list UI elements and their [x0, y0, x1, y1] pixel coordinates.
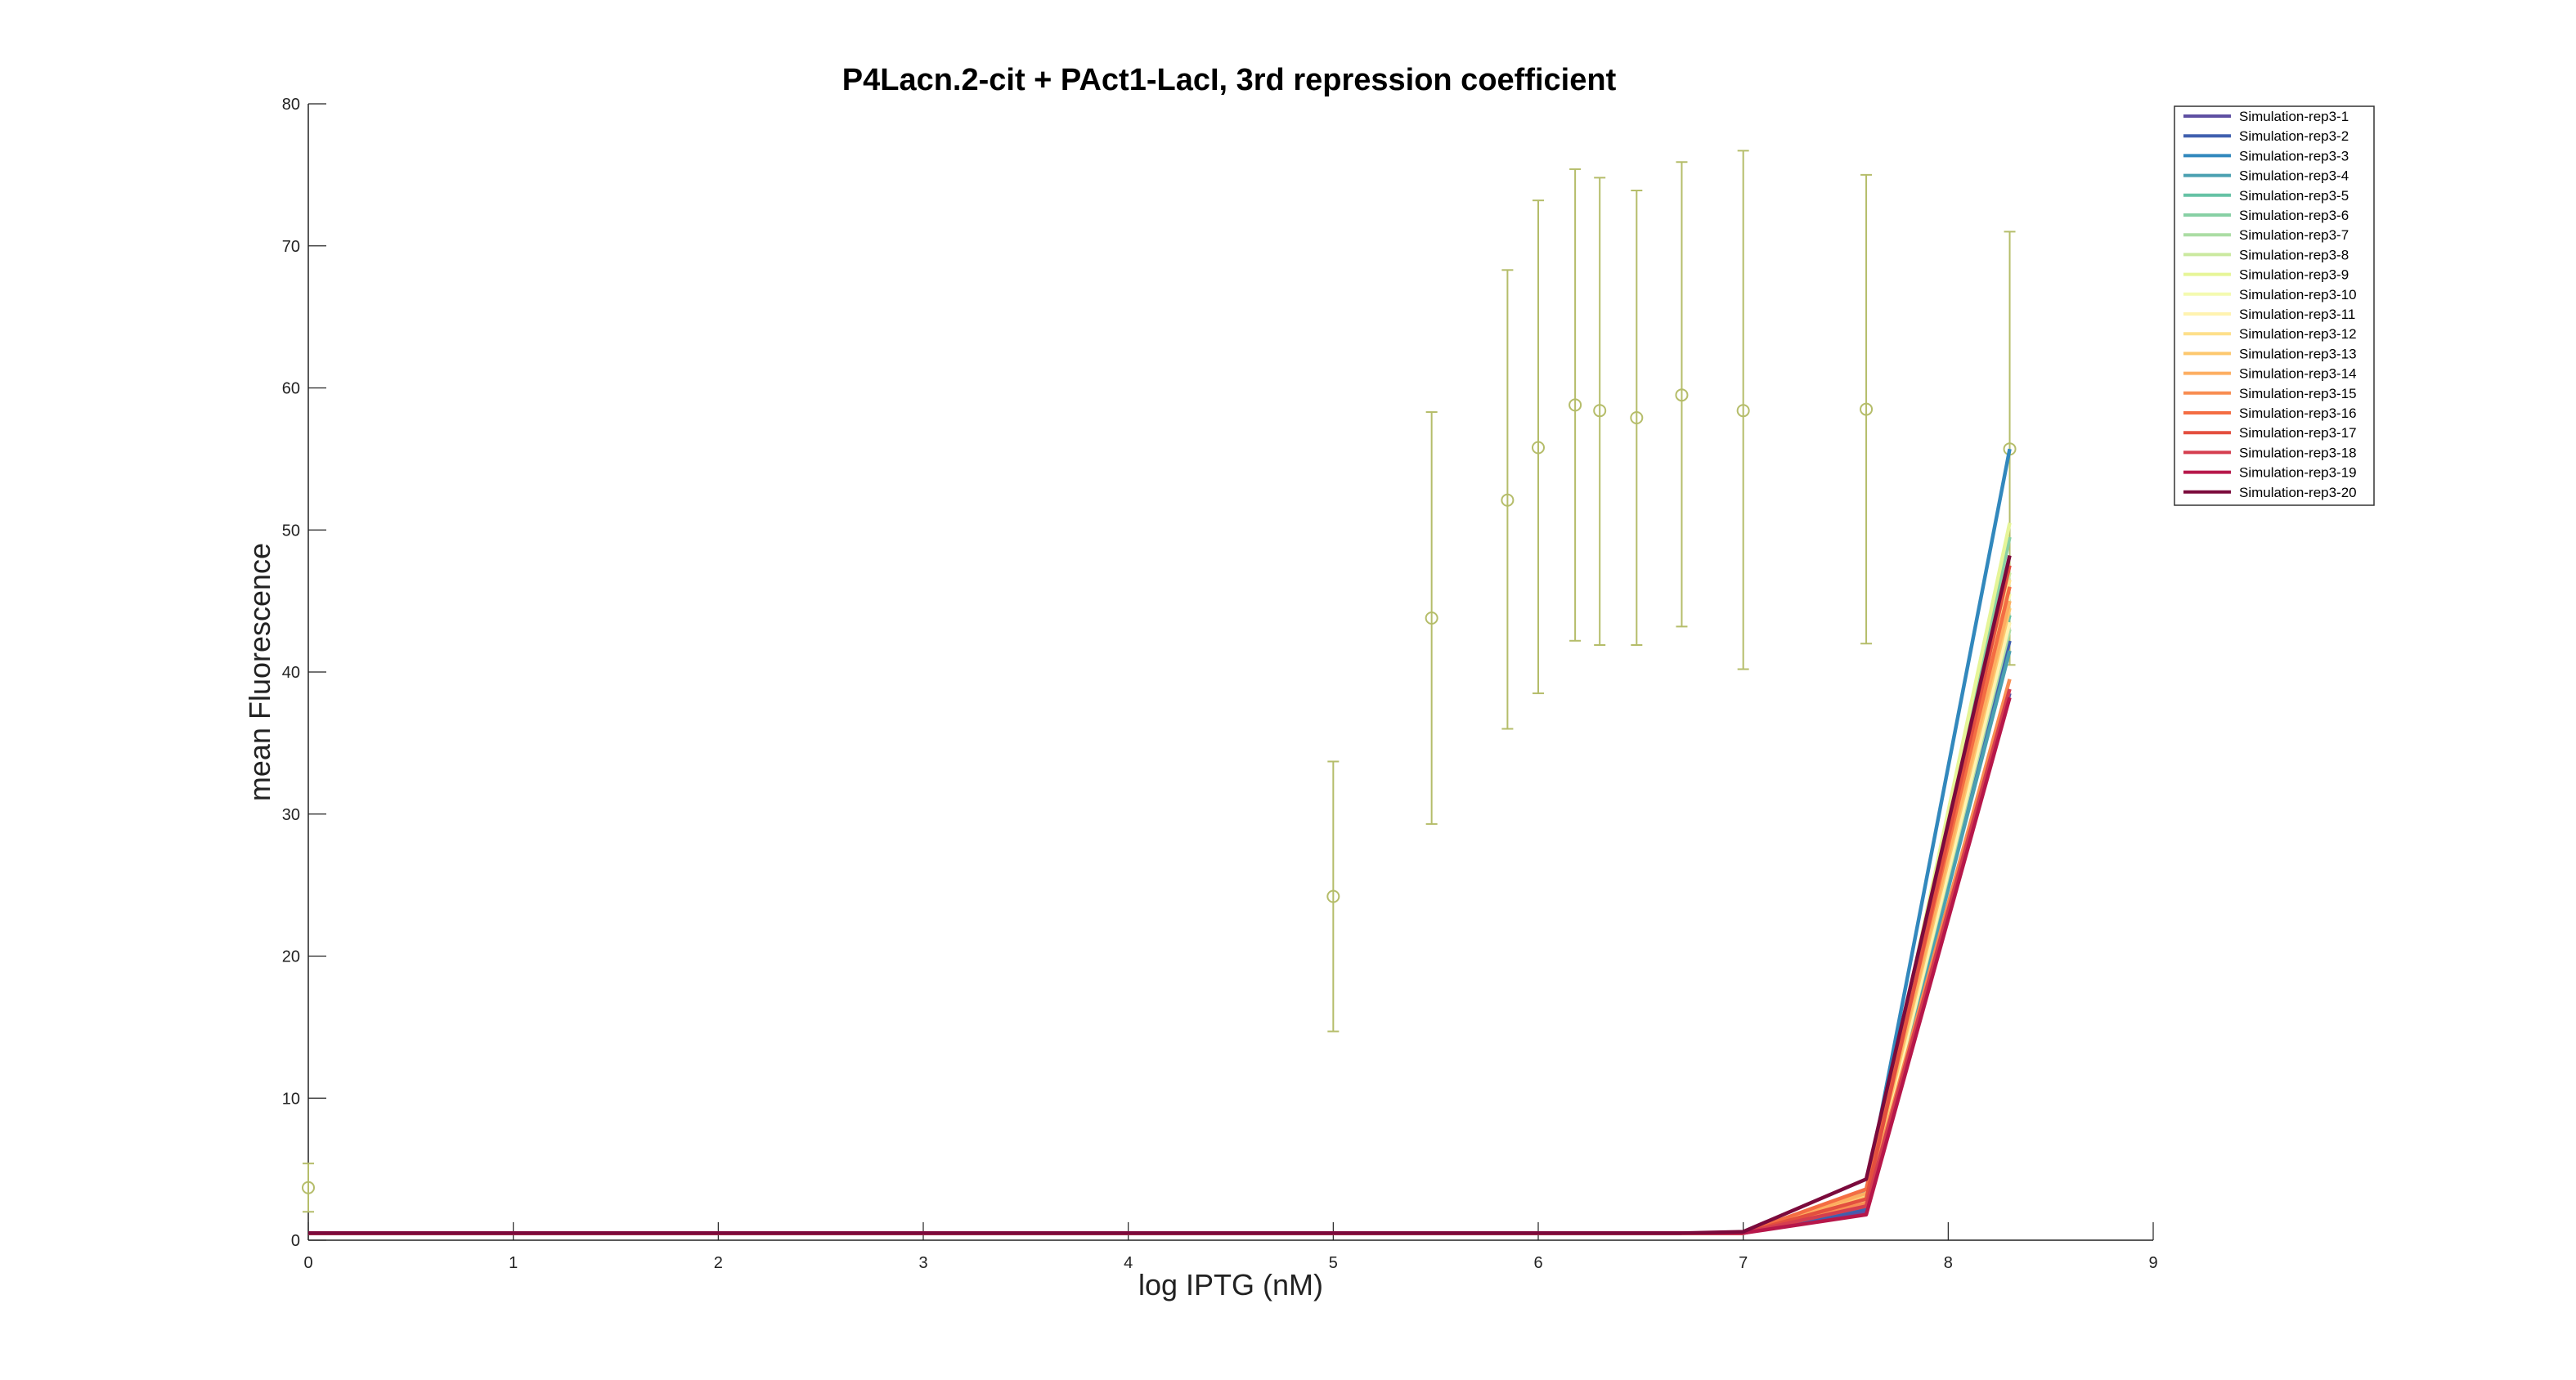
data-point	[1675, 388, 1689, 402]
series-line-simulation-rep3-20	[308, 555, 2012, 1235]
y-tick-label: 80	[282, 96, 300, 114]
legend-label: Simulation-rep3-4	[2239, 168, 2349, 184]
axes: 0 1 2 3 4 5 6 7 8 9 0 10 20 30 40 50 60 70 80	[282, 96, 2158, 1272]
legend-box	[2174, 105, 2375, 506]
legend-label: Simulation-rep3-16	[2239, 405, 2357, 421]
experimental-data	[302, 150, 2017, 1213]
y-tick-label: 70	[282, 238, 300, 256]
simulation-series	[308, 448, 2012, 1235]
data-point	[1425, 611, 1438, 625]
data-point	[1860, 402, 1874, 416]
y-tick-label: 0	[291, 1232, 300, 1250]
data-point	[1326, 889, 1340, 903]
y-tick-label: 60	[282, 380, 300, 398]
y-tick-label: 50	[282, 522, 300, 540]
x-tick-label: 1	[509, 1254, 518, 1272]
data-point	[1501, 493, 1515, 507]
plot-area	[308, 104, 2153, 1240]
legend-label: Simulation-rep3-18	[2239, 445, 2357, 460]
y-axis-label: mean Fluorescence	[243, 543, 276, 801]
y-tick-label: 10	[282, 1090, 300, 1108]
legend-label: Simulation-rep3-17	[2239, 425, 2357, 441]
x-tick-label: 0	[303, 1254, 312, 1272]
data-point	[1630, 410, 1644, 424]
y-tick-label: 20	[282, 948, 300, 966]
x-tick-label: 5	[1329, 1254, 1338, 1272]
legend-label: Simulation-rep3-8	[2239, 247, 2349, 262]
plot-area-background	[308, 104, 2153, 1240]
x-tick-label: 7	[1739, 1254, 1748, 1272]
chart-title: P4Lacn.2-cit + PAct1-LacI, 3rd repressio…	[842, 63, 1617, 97]
y-tick-label: 30	[282, 806, 300, 824]
x-tick-label: 3	[918, 1254, 927, 1272]
legend: Simulation-rep3-1 Simulation-rep3-2 Simula…	[2174, 105, 2375, 506]
x-tick-label: 4	[1124, 1254, 1133, 1272]
legend-label: Simulation-rep3-12	[2239, 326, 2357, 342]
x-tick-label: 8	[1944, 1254, 1953, 1272]
legend-label: Simulation-rep3-9	[2239, 267, 2349, 283]
legend-label: Simulation-rep3-11	[2239, 307, 2355, 322]
legend-label: Simulation-rep3-19	[2239, 465, 2357, 481]
legend-label: Simulation-rep3-3	[2239, 148, 2349, 164]
data-point	[1532, 441, 1545, 455]
data-point	[1568, 398, 1582, 412]
legend-label: Simulation-rep3-1	[2239, 109, 2349, 124]
legend-label: Simulation-rep3-10	[2239, 287, 2357, 302]
legend-label: Simulation-rep3-6	[2239, 208, 2349, 223]
x-tick-label: 9	[2148, 1254, 2157, 1272]
data-point	[1736, 404, 1750, 418]
legend-label: Simulation-rep3-5	[2239, 188, 2349, 204]
legend-label: Simulation-rep3-2	[2239, 128, 2349, 144]
legend-label: Simulation-rep3-13	[2239, 346, 2357, 361]
x-axis-label: log IPTG (nM)	[1138, 1268, 1323, 1302]
y-tick-label: 40	[282, 664, 300, 682]
x-tick-label: 6	[1533, 1254, 1542, 1272]
x-tick-label: 2	[714, 1254, 723, 1272]
legend-label: Simulation-rep3-20	[2239, 485, 2357, 500]
data-point	[302, 1181, 315, 1194]
legend-label: Simulation-rep3-15	[2239, 386, 2357, 401]
data-point	[1593, 404, 1607, 418]
legend-label: Simulation-rep3-14	[2239, 366, 2357, 382]
legend-label: Simulation-rep3-7	[2239, 227, 2349, 243]
